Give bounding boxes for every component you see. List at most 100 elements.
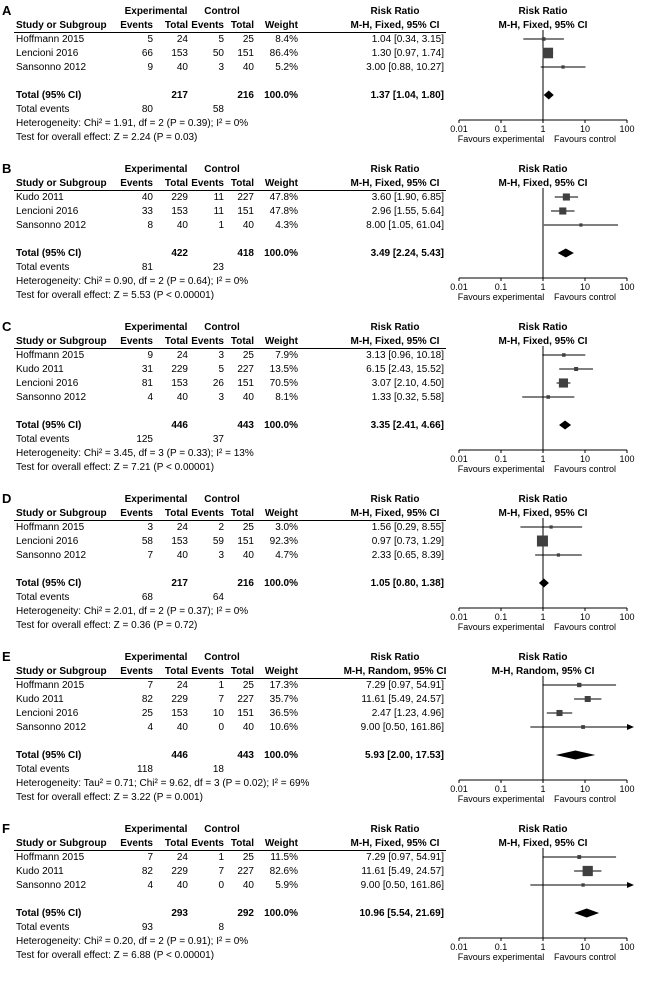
heterogeneity-text: Heterogeneity: Chi² = 3.45, df = 3 (P = … — [16, 448, 254, 459]
study-exp-events: 7 — [147, 680, 153, 691]
study-weight: 5.2% — [275, 62, 298, 73]
study-ctrl-total: 227 — [237, 694, 254, 705]
study-weight: 47.8% — [269, 206, 298, 217]
study-weight: 36.5% — [269, 708, 298, 719]
total-exp-total: 422 — [171, 248, 188, 259]
study-name: Kudo 2011 — [16, 364, 64, 375]
total-events-label: Total events — [16, 262, 70, 273]
study-exp-total: 24 — [176, 34, 188, 45]
study-ci-text: 7.29 [0.97, 54.91] — [366, 852, 444, 863]
effect-square — [574, 366, 579, 372]
header-effect-method-text: M-H, Fixed, 95% CI — [350, 178, 440, 189]
effect-square — [556, 553, 561, 557]
study-weight: 35.7% — [269, 694, 298, 705]
header-effect-method-plot: M-H, Fixed, 95% CI — [498, 178, 588, 189]
study-weight: 3.0% — [275, 522, 298, 533]
total-diamond — [555, 750, 596, 760]
header-experimental: Experimental — [124, 322, 188, 333]
total-ci-text: 5.93 [2.00, 17.53] — [365, 750, 444, 761]
total-ctrl-total: 216 — [237, 578, 254, 589]
forest-plot-C: 0.01 0.1 1 10 100 Favours experimental Favours… — [450, 346, 635, 474]
x-tick-label: 10 — [580, 612, 590, 622]
header-exp-events: Events — [120, 838, 153, 849]
header-weight: Weight — [264, 20, 298, 31]
x-tick-label: 0.01 — [450, 612, 468, 622]
study-weight: 4.7% — [275, 550, 298, 561]
header-effect-method-text: M-H, Fixed, 95% CI — [350, 838, 440, 849]
x-tick-label: 1 — [540, 612, 545, 622]
effect-square — [556, 709, 563, 717]
x-tick-label: 0.1 — [495, 784, 508, 794]
total-label: Total (95% CI) — [16, 90, 82, 101]
header-control: Control — [204, 322, 240, 333]
study-weight: 5.9% — [275, 880, 298, 891]
effect-square — [579, 223, 583, 227]
x-tick-label: 100 — [619, 454, 634, 464]
header-study-or-subgroup: Study or Subgroup — [16, 20, 107, 31]
favours-left-label: Favours experimental — [458, 622, 545, 632]
heterogeneity-text: Heterogeneity: Chi² = 0.20, df = 2 (P = … — [16, 936, 249, 947]
total-exp-total: 217 — [171, 90, 188, 101]
study-ctrl-events: 3 — [218, 62, 224, 73]
study-ci-text: 9.00 [0.50, 161.86] — [360, 880, 444, 891]
study-exp-events: 31 — [141, 364, 153, 375]
total-ci-text: 3.49 [2.24, 5.43] — [370, 248, 444, 259]
x-tick-label: 10 — [580, 124, 590, 134]
study-exp-total: 24 — [176, 680, 188, 691]
study-ctrl-total: 151 — [237, 536, 254, 547]
total-ctrl-total: 443 — [237, 420, 254, 431]
study-ci-text: 2.33 [0.65, 8.39] — [371, 550, 444, 561]
header-underline — [14, 850, 446, 851]
total-diamond — [543, 90, 554, 100]
study-ctrl-events: 1 — [218, 852, 224, 863]
header-risk-ratio-text: Risk Ratio — [370, 322, 420, 333]
favours-right-label: Favours control — [554, 134, 616, 144]
study-ci-text: 8.00 [1.05, 61.04] — [366, 220, 444, 231]
study-ctrl-total: 40 — [242, 220, 254, 231]
study-ctrl-total: 25 — [242, 34, 254, 45]
effect-square — [582, 865, 593, 877]
favours-right-label: Favours control — [554, 464, 616, 474]
study-ctrl-total: 40 — [242, 880, 254, 891]
study-ctrl-total: 25 — [242, 350, 254, 361]
forest-plot-E: 0.01 0.1 1 10 100 Favours experimental Favours… — [450, 676, 635, 804]
study-exp-total: 40 — [176, 550, 188, 561]
header-control: Control — [204, 164, 240, 175]
study-weight: 7.9% — [275, 350, 298, 361]
x-tick-label: 10 — [580, 454, 590, 464]
header-underline — [14, 348, 446, 349]
study-ctrl-total: 40 — [242, 722, 254, 733]
header-exp-events: Events — [120, 178, 153, 189]
panel-label: B — [2, 161, 12, 176]
header-experimental: Experimental — [124, 164, 188, 175]
study-ctrl-events: 7 — [218, 866, 224, 877]
study-ctrl-events: 0 — [218, 722, 224, 733]
total-ctrl-total: 216 — [237, 90, 254, 101]
forest-plot-B: 0.01 0.1 1 10 100 Favours experimental Favours… — [450, 188, 635, 302]
header-risk-ratio-plot: Risk Ratio — [518, 322, 568, 333]
study-exp-total: 229 — [171, 192, 188, 203]
effect-square — [536, 535, 548, 547]
effect-square — [561, 65, 565, 69]
study-name: Hoffmann 2015 — [16, 852, 85, 863]
favours-left-label: Favours experimental — [458, 292, 545, 302]
study-ci-text: 3.07 [2.10, 4.50] — [371, 378, 444, 389]
study-name: Lencioni 2016 — [16, 536, 79, 547]
favours-left-label: Favours experimental — [458, 794, 545, 804]
x-tick-label: 1 — [540, 942, 545, 952]
total-events-ctrl: 58 — [212, 104, 224, 115]
study-name: Hoffmann 2015 — [16, 522, 85, 533]
header-effect-method-plot: M-H, Random, 95% CI — [491, 666, 595, 677]
study-name: Kudo 2011 — [16, 866, 64, 877]
total-events-ctrl: 64 — [212, 592, 224, 603]
favours-left-label: Favours experimental — [458, 464, 545, 474]
header-weight: Weight — [264, 336, 298, 347]
study-weight: 47.8% — [269, 192, 298, 203]
header-weight: Weight — [264, 178, 298, 189]
study-exp-total: 24 — [176, 852, 188, 863]
heterogeneity-text: Heterogeneity: Chi² = 2.01, df = 2 (P = … — [16, 606, 249, 617]
total-events-exp: 125 — [136, 434, 153, 445]
header-underline — [14, 678, 446, 679]
header-effect-method-plot: M-H, Fixed, 95% CI — [498, 20, 588, 31]
overall-effect-text: Test for overall effect: Z = 3.22 (P = 0… — [16, 792, 203, 803]
